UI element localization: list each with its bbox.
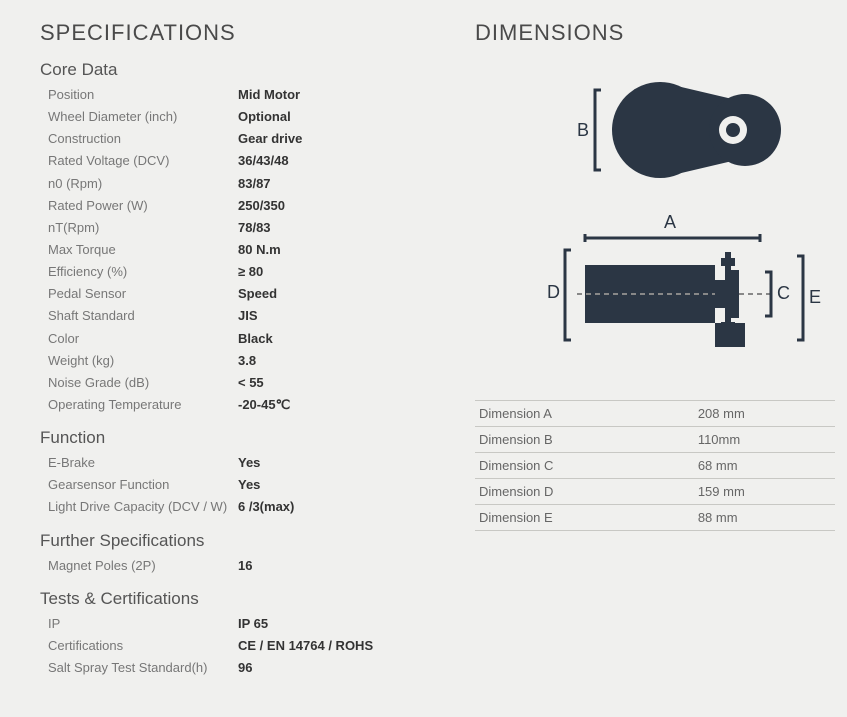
spec-value: Speed	[238, 284, 435, 304]
spec-section-title: Function	[40, 428, 435, 448]
dimension-value: 68 mm	[608, 453, 835, 479]
spec-section-title: Core Data	[40, 60, 435, 80]
spec-label: n0 (Rpm)	[48, 174, 238, 194]
page-container: SPECIFICATIONS Core Data PositionMid Moto…	[40, 20, 807, 679]
dimension-label: Dimension B	[475, 427, 608, 453]
spec-value: ≥ 80	[238, 262, 435, 282]
specifications-heading: SPECIFICATIONS	[40, 20, 435, 46]
spec-value: < 55	[238, 373, 435, 393]
dimension-label: Dimension E	[475, 505, 608, 531]
dim-label-D: D	[547, 282, 560, 302]
spec-row: Rated Power (W)250/350	[40, 195, 435, 217]
dimensions-table: Dimension A208 mmDimension B110mmDimensi…	[475, 400, 835, 531]
spec-section-title: Tests & Certifications	[40, 589, 435, 609]
dim-label-E: E	[809, 287, 821, 307]
spec-label: nT(Rpm)	[48, 218, 238, 238]
spec-row: IPIP 65	[40, 613, 435, 635]
spec-label: Rated Voltage (DCV)	[48, 151, 238, 171]
spec-value: 250/350	[238, 196, 435, 216]
dimension-label: Dimension C	[475, 453, 608, 479]
spec-value: Gear drive	[238, 129, 435, 149]
dim-label-B: B	[577, 120, 589, 140]
spec-row: Shaft StandardJIS	[40, 305, 435, 327]
dimension-row: Dimension A208 mm	[475, 401, 835, 427]
dimension-row: Dimension B110mm	[475, 427, 835, 453]
spec-value: Black	[238, 329, 435, 349]
dimension-value: 110mm	[608, 427, 835, 453]
spec-label: Efficiency (%)	[48, 262, 238, 282]
spec-label: Certifications	[48, 636, 238, 656]
spec-row: ColorBlack	[40, 328, 435, 350]
spec-value: 6 /3(max)	[238, 497, 435, 517]
dimension-row: Dimension D159 mm	[475, 479, 835, 505]
spec-row: Light Drive Capacity (DCV / W)6 /3(max)	[40, 496, 435, 518]
dimension-value: 208 mm	[608, 401, 835, 427]
spec-row: Gearsensor FunctionYes	[40, 474, 435, 496]
spec-row: Efficiency (%)≥ 80	[40, 261, 435, 283]
spec-label: Color	[48, 329, 238, 349]
spec-value: CE / EN 14764 / ROHS	[238, 636, 435, 656]
spec-value: 83/87	[238, 174, 435, 194]
dimension-label: Dimension D	[475, 479, 608, 505]
spec-row: Operating Temperature-20-45℃	[40, 394, 435, 416]
spec-label: Operating Temperature	[48, 395, 238, 415]
spec-row: Noise Grade (dB)< 55	[40, 372, 435, 394]
dim-label-C: C	[777, 283, 790, 303]
spec-row: nT(Rpm)78/83	[40, 217, 435, 239]
spec-row: Max Torque80 N.m	[40, 239, 435, 261]
spec-label: Magnet Poles (2P)	[48, 556, 238, 576]
spec-label: Construction	[48, 129, 238, 149]
spec-label: Shaft Standard	[48, 306, 238, 326]
spec-row: Weight (kg)3.8	[40, 350, 435, 372]
spec-label: Rated Power (W)	[48, 196, 238, 216]
spec-row: Wheel Diameter (inch)Optional	[40, 106, 435, 128]
spec-label: Noise Grade (dB)	[48, 373, 238, 393]
spec-value: 96	[238, 658, 435, 678]
spec-label: E-Brake	[48, 453, 238, 473]
spec-value: Optional	[238, 107, 435, 127]
spec-label: Wheel Diameter (inch)	[48, 107, 238, 127]
dimensions-column: DIMENSIONS B	[475, 20, 835, 679]
spec-value: 80 N.m	[238, 240, 435, 260]
spec-row: PositionMid Motor	[40, 84, 435, 106]
dimension-value: 159 mm	[608, 479, 835, 505]
spec-row: Rated Voltage (DCV)36/43/48	[40, 150, 435, 172]
spec-row: Salt Spray Test Standard(h)96	[40, 657, 435, 679]
spec-value: 36/43/48	[238, 151, 435, 171]
spec-value: 16	[238, 556, 435, 576]
spec-label: Light Drive Capacity (DCV / W)	[48, 497, 238, 517]
dimension-row: Dimension E88 mm	[475, 505, 835, 531]
spec-label: Weight (kg)	[48, 351, 238, 371]
spec-value: IP 65	[238, 614, 435, 634]
dimension-value: 88 mm	[608, 505, 835, 531]
spec-row: CertificationsCE / EN 14764 / ROHS	[40, 635, 435, 657]
spec-value: Yes	[238, 475, 435, 495]
dimension-row: Dimension C68 mm	[475, 453, 835, 479]
spec-value: 78/83	[238, 218, 435, 238]
spec-row: E-BrakeYes	[40, 452, 435, 474]
spec-label: Gearsensor Function	[48, 475, 238, 495]
dimension-diagram: B A D	[475, 60, 835, 370]
spec-row: n0 (Rpm)83/87	[40, 173, 435, 195]
spec-label: IP	[48, 614, 238, 634]
spec-value: JIS	[238, 306, 435, 326]
spec-label: Position	[48, 85, 238, 105]
spec-section-title: Further Specifications	[40, 531, 435, 551]
dimension-label: Dimension A	[475, 401, 608, 427]
spec-row: Pedal SensorSpeed	[40, 283, 435, 305]
spec-label: Pedal Sensor	[48, 284, 238, 304]
dim-label-A: A	[664, 212, 676, 232]
spec-value: 3.8	[238, 351, 435, 371]
spec-value: -20-45℃	[238, 395, 435, 415]
spec-label: Max Torque	[48, 240, 238, 260]
spec-value: Yes	[238, 453, 435, 473]
specifications-column: SPECIFICATIONS Core Data PositionMid Moto…	[40, 20, 435, 679]
spec-row: Magnet Poles (2P)16	[40, 555, 435, 577]
spec-row: ConstructionGear drive	[40, 128, 435, 150]
dimensions-heading: DIMENSIONS	[475, 20, 835, 46]
spec-label: Salt Spray Test Standard(h)	[48, 658, 238, 678]
spec-value: Mid Motor	[238, 85, 435, 105]
